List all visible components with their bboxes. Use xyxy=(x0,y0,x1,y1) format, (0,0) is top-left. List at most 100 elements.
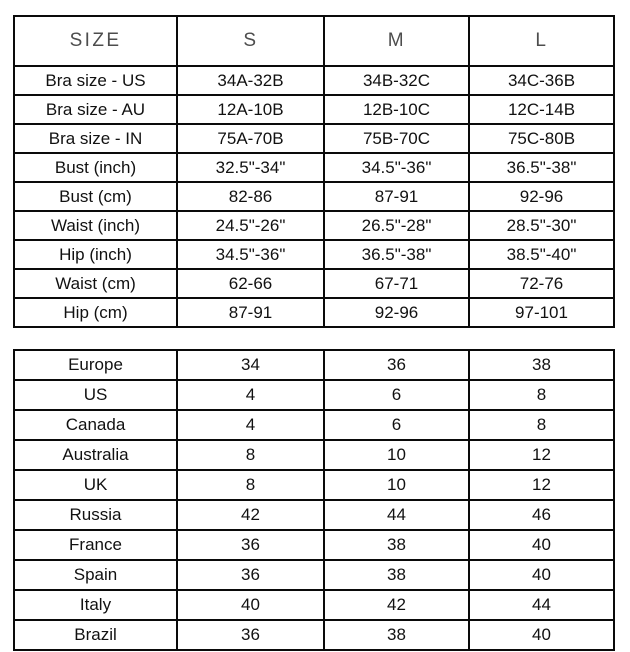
international-cell-medium: 10 xyxy=(323,439,470,471)
column-header-small: S xyxy=(176,15,325,67)
international-row-label: Italy xyxy=(13,589,178,621)
international-row-label: Spain xyxy=(13,559,178,591)
measurement-row-label: Bust (inch) xyxy=(13,152,178,183)
international-cell-large: 40 xyxy=(468,529,615,561)
table-row: Bust (inch) 32.5"-34" 34.5"-36" 36.5"-38" xyxy=(13,152,615,183)
table-row: Italy 40 42 44 xyxy=(13,589,615,621)
international-cell-small: 8 xyxy=(176,469,325,501)
table-header-row: SIZE S M L xyxy=(13,15,615,67)
measurement-row-label: Bra size - US xyxy=(13,65,178,96)
measurement-cell-small: 34.5"-36" xyxy=(176,239,325,270)
measurement-cell-medium: 26.5"-28" xyxy=(323,210,470,241)
measurement-cell-medium: 36.5"-38" xyxy=(323,239,470,270)
international-cell-small: 40 xyxy=(176,589,325,621)
measurement-cell-medium: 75B-70C xyxy=(323,123,470,154)
international-cell-large: 8 xyxy=(468,379,615,411)
measurement-row-label: Hip (cm) xyxy=(13,297,178,328)
international-cell-small: 36 xyxy=(176,529,325,561)
table-row: Hip (inch) 34.5"-36" 36.5"-38" 38.5"-40" xyxy=(13,239,615,270)
international-cell-small: 4 xyxy=(176,409,325,441)
measurement-cell-small: 62-66 xyxy=(176,268,325,299)
table-row: France 36 38 40 xyxy=(13,529,615,561)
measurement-cell-medium: 67-71 xyxy=(323,268,470,299)
international-cell-medium: 44 xyxy=(323,499,470,531)
measurement-cell-small: 82-86 xyxy=(176,181,325,212)
table-row: Bra size - US 34A-32B 34B-32C 34C-36B xyxy=(13,65,615,96)
international-row-label: Australia xyxy=(13,439,178,471)
international-cell-large: 40 xyxy=(468,559,615,591)
table-row: Russia 42 44 46 xyxy=(13,499,615,531)
international-cell-medium: 10 xyxy=(323,469,470,501)
measurement-cell-large: 38.5"-40" xyxy=(468,239,615,270)
column-header-size: SIZE xyxy=(13,15,178,67)
measurement-cell-large: 97-101 xyxy=(468,297,615,328)
international-row-label: France xyxy=(13,529,178,561)
measurement-cell-small: 32.5"-34" xyxy=(176,152,325,183)
international-row-label: Brazil xyxy=(13,619,178,651)
international-cell-small: 4 xyxy=(176,379,325,411)
international-cell-small: 8 xyxy=(176,439,325,471)
international-cell-large: 46 xyxy=(468,499,615,531)
measurement-cell-small: 34A-32B xyxy=(176,65,325,96)
international-cell-medium: 38 xyxy=(323,529,470,561)
table-row: Bra size - IN 75A-70B 75B-70C 75C-80B xyxy=(13,123,615,154)
measurement-table-header: SIZE S M L xyxy=(13,15,615,67)
measurement-row-label: Bra size - IN xyxy=(13,123,178,154)
measurement-cell-small: 12A-10B xyxy=(176,94,325,125)
international-row-label: Russia xyxy=(13,499,178,531)
measurement-size-table: SIZE S M L Bra size - US 34A-32B 34B-32C 34… xyxy=(13,15,615,328)
international-row-label: Europe xyxy=(13,349,178,381)
measurement-cell-large: 72-76 xyxy=(468,268,615,299)
table-row: UK 8 10 12 xyxy=(13,469,615,501)
table-row: Spain 36 38 40 xyxy=(13,559,615,591)
international-cell-medium: 42 xyxy=(323,589,470,621)
international-cell-large: 8 xyxy=(468,409,615,441)
international-cell-small: 36 xyxy=(176,619,325,651)
international-cell-large: 40 xyxy=(468,619,615,651)
measurement-cell-small: 87-91 xyxy=(176,297,325,328)
table-row: Waist (inch) 24.5"-26" 26.5"-28" 28.5"-30" xyxy=(13,210,615,241)
table-row: Australia 8 10 12 xyxy=(13,439,615,471)
table-row: Bust (cm) 82-86 87-91 92-96 xyxy=(13,181,615,212)
international-cell-large: 44 xyxy=(468,589,615,621)
table-row: Bra size - AU 12A-10B 12B-10C 12C-14B xyxy=(13,94,615,125)
measurement-cell-medium: 87-91 xyxy=(323,181,470,212)
table-row: Waist (cm) 62-66 67-71 72-76 xyxy=(13,268,615,299)
measurement-cell-small: 24.5"-26" xyxy=(176,210,325,241)
measurement-cell-large: 12C-14B xyxy=(468,94,615,125)
international-cell-small: 36 xyxy=(176,559,325,591)
international-cell-small: 34 xyxy=(176,349,325,381)
table-row: Hip (cm) 87-91 92-96 97-101 xyxy=(13,297,615,328)
measurement-row-label: Hip (inch) xyxy=(13,239,178,270)
measurement-cell-large: 75C-80B xyxy=(468,123,615,154)
international-cell-medium: 38 xyxy=(323,619,470,651)
international-row-label: Canada xyxy=(13,409,178,441)
measurement-row-label: Waist (cm) xyxy=(13,268,178,299)
measurement-cell-large: 28.5"-30" xyxy=(468,210,615,241)
measurement-cell-large: 36.5"-38" xyxy=(468,152,615,183)
international-cell-medium: 6 xyxy=(323,379,470,411)
measurement-cell-medium: 92-96 xyxy=(323,297,470,328)
measurement-row-label: Waist (inch) xyxy=(13,210,178,241)
international-cell-small: 42 xyxy=(176,499,325,531)
international-cell-large: 12 xyxy=(468,439,615,471)
measurement-cell-small: 75A-70B xyxy=(176,123,325,154)
measurement-cell-large: 34C-36B xyxy=(468,65,615,96)
table-row: US 4 6 8 xyxy=(13,379,615,411)
international-row-label: US xyxy=(13,379,178,411)
measurement-row-label: Bust (cm) xyxy=(13,181,178,212)
measurement-cell-medium: 34.5"-36" xyxy=(323,152,470,183)
international-table-body: Europe 34 36 38 US 4 6 8 Canada 4 6 8 Australia 8 10 12… xyxy=(13,349,615,651)
international-cell-medium: 6 xyxy=(323,409,470,441)
international-cell-large: 38 xyxy=(468,349,615,381)
column-header-large: L xyxy=(468,15,615,67)
column-header-medium: M xyxy=(323,15,470,67)
international-cell-medium: 36 xyxy=(323,349,470,381)
measurement-row-label: Bra size - AU xyxy=(13,94,178,125)
measurement-cell-medium: 34B-32C xyxy=(323,65,470,96)
table-row: Canada 4 6 8 xyxy=(13,409,615,441)
measurement-cell-large: 92-96 xyxy=(468,181,615,212)
measurement-cell-medium: 12B-10C xyxy=(323,94,470,125)
international-size-table: Europe 34 36 38 US 4 6 8 Canada 4 6 8 Australia 8 10 12… xyxy=(13,349,615,651)
